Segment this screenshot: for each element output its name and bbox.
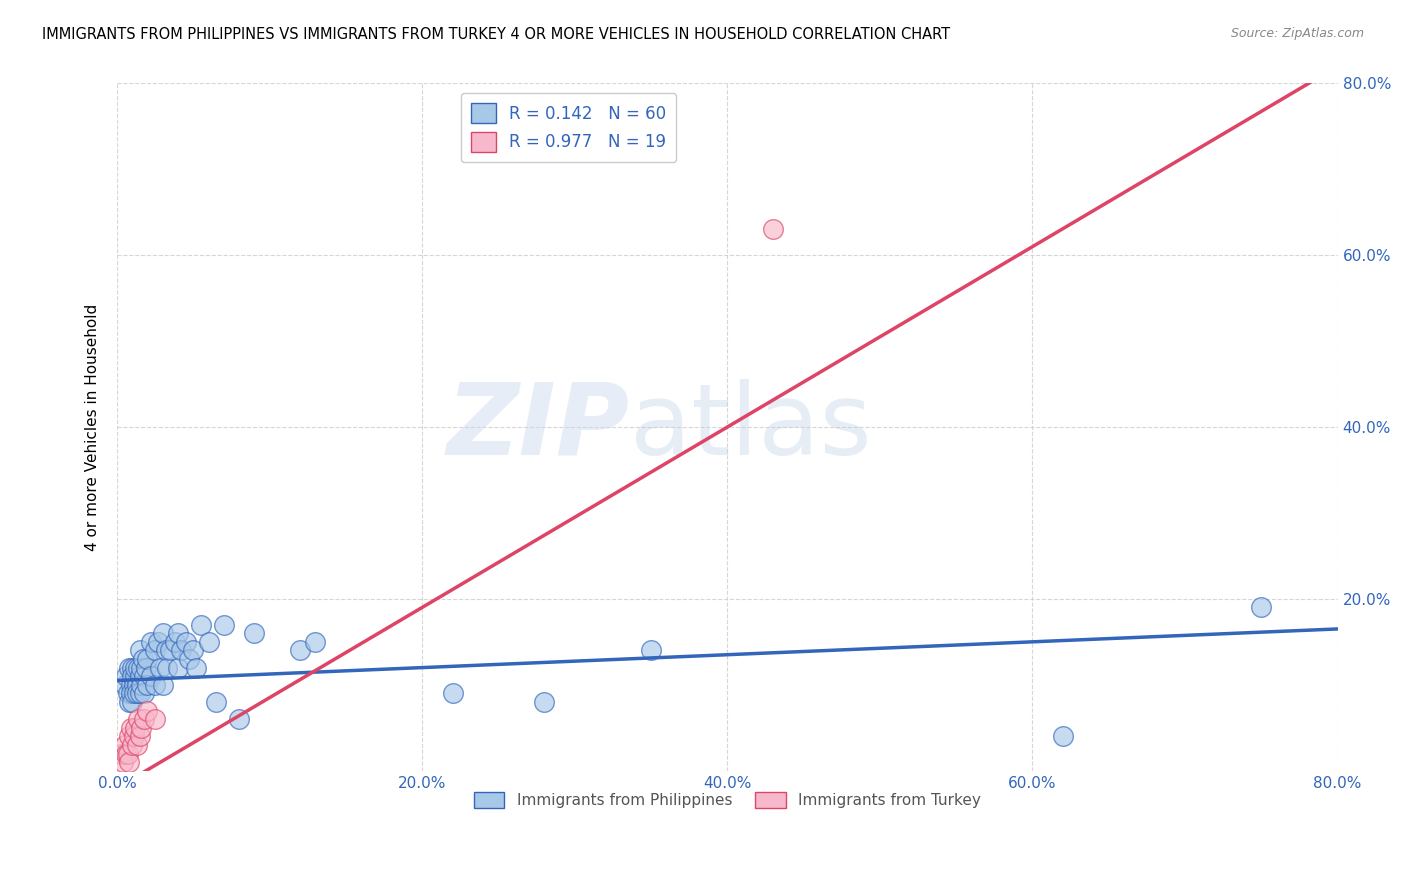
Point	[124, 669, 146, 683]
Point	[205, 695, 228, 709]
Point	[152, 626, 174, 640]
Point	[197, 635, 219, 649]
Point	[136, 652, 159, 666]
Point	[163, 635, 186, 649]
Point	[1250, 600, 1272, 615]
Point	[146, 635, 169, 649]
Point	[121, 695, 143, 709]
Point	[139, 635, 162, 649]
Point	[190, 617, 212, 632]
Point	[139, 669, 162, 683]
Point	[143, 712, 166, 726]
Point	[125, 738, 148, 752]
Point	[120, 686, 142, 700]
Point	[304, 635, 326, 649]
Point	[441, 686, 464, 700]
Point	[127, 712, 149, 726]
Point	[118, 729, 141, 743]
Point	[156, 660, 179, 674]
Point	[112, 755, 135, 769]
Point	[122, 678, 145, 692]
Text: IMMIGRANTS FROM PHILIPPINES VS IMMIGRANTS FROM TURKEY 4 OR MORE VEHICLES IN HOUS: IMMIGRANTS FROM PHILIPPINES VS IMMIGRANT…	[42, 27, 950, 42]
Point	[136, 704, 159, 718]
Point	[127, 660, 149, 674]
Point	[128, 643, 150, 657]
Point	[243, 626, 266, 640]
Point	[134, 669, 156, 683]
Point	[143, 678, 166, 692]
Point	[170, 643, 193, 657]
Point	[177, 652, 200, 666]
Point	[128, 669, 150, 683]
Point	[128, 729, 150, 743]
Point	[288, 643, 311, 657]
Point	[125, 686, 148, 700]
Point	[114, 738, 136, 752]
Point	[134, 686, 156, 700]
Point	[174, 635, 197, 649]
Point	[143, 643, 166, 657]
Point	[110, 747, 132, 761]
Point	[120, 678, 142, 692]
Point	[135, 660, 157, 674]
Point	[124, 721, 146, 735]
Point	[131, 721, 153, 735]
Point	[136, 678, 159, 692]
Point	[117, 686, 139, 700]
Point	[149, 660, 172, 674]
Legend: Immigrants from Philippines, Immigrants from Turkey: Immigrants from Philippines, Immigrants …	[468, 787, 987, 814]
Point	[125, 678, 148, 692]
Point	[117, 747, 139, 761]
Point	[128, 686, 150, 700]
Point	[124, 660, 146, 674]
Text: ZIP: ZIP	[447, 378, 630, 475]
Point	[181, 643, 204, 657]
Point	[131, 660, 153, 674]
Point	[155, 643, 177, 657]
Y-axis label: 4 or more Vehicles in Household: 4 or more Vehicles in Household	[86, 303, 100, 550]
Point	[186, 660, 208, 674]
Point	[1052, 729, 1074, 743]
Point	[122, 686, 145, 700]
Point	[120, 721, 142, 735]
Point	[212, 617, 235, 632]
Point	[121, 660, 143, 674]
Point	[118, 695, 141, 709]
Point	[118, 755, 141, 769]
Point	[121, 669, 143, 683]
Point	[152, 678, 174, 692]
Point	[114, 678, 136, 692]
Text: Source: ZipAtlas.com: Source: ZipAtlas.com	[1230, 27, 1364, 40]
Point	[131, 678, 153, 692]
Point	[167, 660, 190, 674]
Point	[132, 652, 155, 666]
Point	[118, 660, 141, 674]
Point	[122, 729, 145, 743]
Point	[115, 747, 138, 761]
Point	[115, 669, 138, 683]
Point	[640, 643, 662, 657]
Point	[159, 643, 181, 657]
Point	[134, 712, 156, 726]
Point	[228, 712, 250, 726]
Point	[762, 222, 785, 236]
Point	[121, 738, 143, 752]
Point	[167, 626, 190, 640]
Point	[533, 695, 555, 709]
Text: atlas: atlas	[630, 378, 872, 475]
